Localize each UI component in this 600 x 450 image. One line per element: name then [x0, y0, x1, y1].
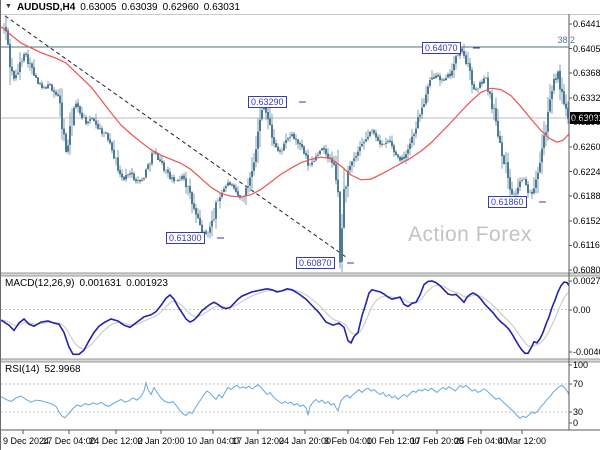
time-axis-label: 4 Mar 12:00: [497, 436, 547, 446]
macd-name: MACD(12,26,9): [5, 278, 75, 289]
rsi-axis-label: 100: [573, 360, 589, 370]
time-axis-label: 10 Feb 12:00: [366, 436, 420, 446]
rsi-line: [1, 380, 570, 419]
time-axis-label: 9 Dec 2024: [3, 436, 50, 446]
time-axis-label: 17 Dec 04:00: [42, 436, 96, 446]
price-axis-label: 0.62960: [573, 117, 600, 128]
panel-splitter[interactable]: [1, 359, 600, 362]
current-price-badge: 0.63031: [570, 112, 600, 125]
price-axis-label: 0.61520: [573, 215, 600, 226]
price-axis-label: 0.64410: [573, 19, 600, 29]
time-axis-label: 10 Jan 04:00: [186, 436, 240, 446]
macd-axis-label: 0.002751: [573, 276, 600, 286]
price-axis-label: 0.62600: [573, 142, 600, 152]
time-axis-label: 2 Jan 20:00: [137, 436, 185, 446]
rsi-indicator-title: RSI(14) 52.9968: [5, 364, 86, 375]
rsi-value: 52.9968: [44, 364, 81, 375]
price-tag-label: 0.60870: [296, 257, 335, 269]
macd-indicator-title: MACD(12,26,9) 0.001631 0.001923: [5, 278, 173, 289]
ohlc-open: 0.63005: [80, 1, 117, 13]
time-axis-label: 3 Feb 04:00: [323, 436, 373, 446]
chart-title-bar: ▼ AUDUSD,H4 0.63005 0.63039 0.62960 0.63…: [1, 0, 600, 14]
price-axis-label: 0.64050: [573, 43, 600, 54]
rsi-name: RSI(14): [5, 364, 40, 375]
macd-axis-label: 0.00: [573, 305, 591, 315]
candle-bodies: [3, 26, 569, 263]
price-axis-label: 0.61880: [573, 191, 600, 202]
time-axis-label: 24 Jan 20:00: [278, 436, 332, 446]
macd-line: [1, 280, 570, 356]
time-axis-label: 17 Feb 20:00: [410, 436, 464, 446]
ohlc-close: 0.63031: [203, 1, 240, 13]
moving-average-line: [1, 26, 570, 198]
macd-value-2: 0.001923: [126, 278, 168, 289]
time-axis-label: 17 Jan 12:00: [231, 436, 285, 446]
symbol-dropdown-icon[interactable]: ▼: [5, 3, 12, 10]
time-axis-label: 25 Feb 04:00: [454, 436, 508, 446]
price-tag-label: 0.61860: [488, 196, 527, 208]
price-axis-label: 0.63680: [573, 68, 600, 79]
time-axis-label: 24 Dec 12:00: [89, 436, 143, 446]
price-axis-label: 0.63320: [573, 92, 600, 103]
macd-value-1: 0.001631: [79, 278, 122, 289]
price-tag-label: 0.61300: [166, 232, 205, 244]
symbol-label: AUDUSD,H4: [16, 1, 76, 13]
price-tag-label: 0.64070: [422, 42, 461, 54]
rsi-axis-label: 0: [573, 418, 579, 428]
price-axis-label: 0.62240: [573, 166, 600, 177]
ohlc-low: 0.62960: [162, 1, 199, 13]
price-axis-label: 0.60800: [573, 265, 600, 275]
watermark: Action Forex: [408, 223, 532, 246]
rsi-axis-label: 70: [573, 379, 584, 389]
fib-level-label: 38.2: [557, 35, 575, 46]
macd-axis-label: -0.004038: [573, 347, 600, 357]
rsi-axis-label: 30: [573, 407, 584, 417]
price-tag-label: 0.63290: [248, 96, 287, 108]
macd-signal-line: [1, 284, 570, 350]
ohlc-high: 0.63039: [121, 1, 158, 13]
panel-splitter[interactable]: [1, 273, 600, 276]
